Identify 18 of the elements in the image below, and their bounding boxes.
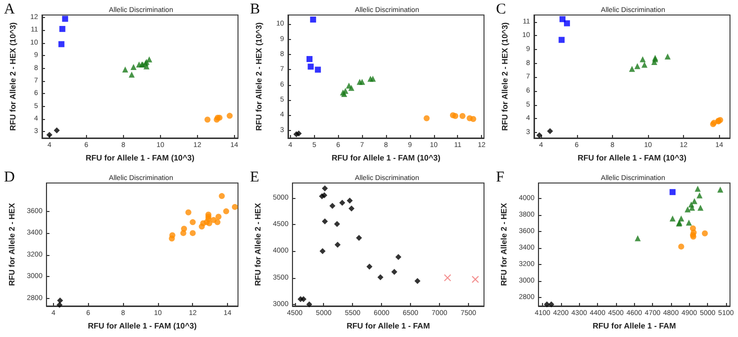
y-axis-title: RFU for Allele 2 - HEX (10^3) [500, 22, 510, 131]
y-axis-title: RFU for Allele 2 - HEX [8, 202, 16, 286]
x-axis-title: RFU for Allele 1 - FAM [592, 322, 676, 330]
text: E [250, 170, 260, 186]
x-axis-title: RFU for Allele 1 - FAM [346, 322, 430, 330]
text: B [250, 2, 260, 18]
text: F [496, 170, 504, 186]
y-axis-title: RFU for Allele 2 - HEX (10^3) [254, 22, 264, 131]
x-axis-title: RFU for Allele 1 - FAM (10^3) [88, 322, 197, 330]
y-axis-title: RFU for Allele 2 - HEX [254, 202, 262, 286]
y-axis-title: RFU for Allele 2 - HEX [500, 202, 508, 286]
x-axis-title: RFU for Allele 1 - FAM (10^3) [86, 154, 195, 162]
x-axis-title: RFU for Allele 1 - FAM (10^3) [332, 154, 441, 162]
text: A [4, 2, 15, 18]
x-axis-title: RFU for Allele 1 - FAM (10^3) [578, 154, 687, 162]
y-axis-title: RFU for Allele 2 - HEX (10^3) [8, 22, 18, 131]
text: D [4, 170, 15, 186]
text: C [496, 2, 506, 18]
